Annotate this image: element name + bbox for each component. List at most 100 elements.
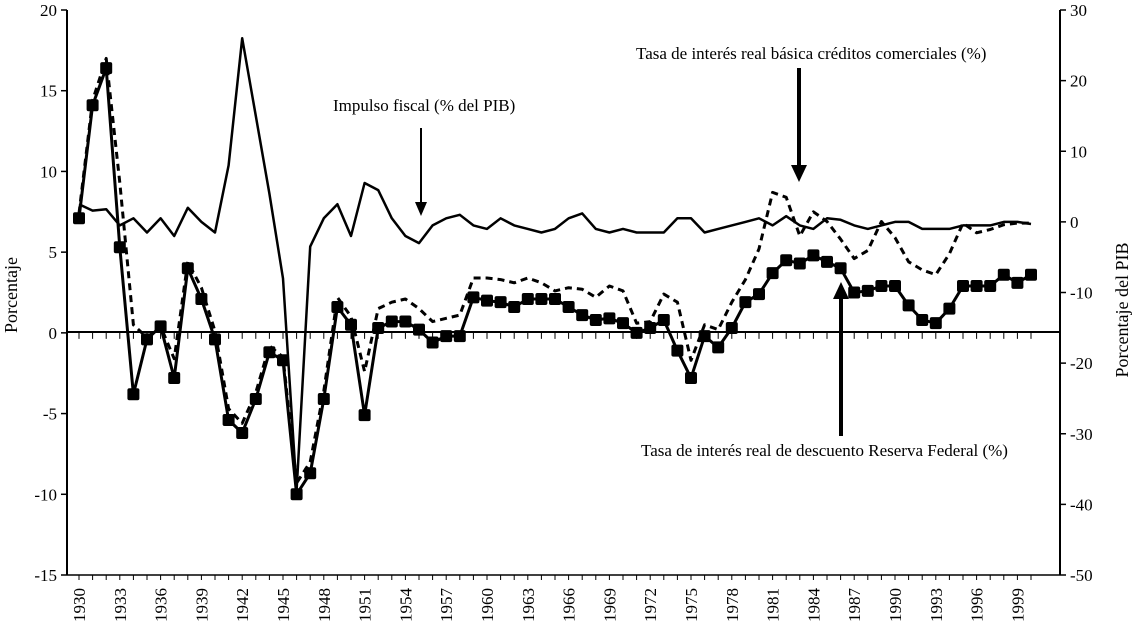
series-marker <box>1011 276 1024 289</box>
series-marker <box>168 372 181 385</box>
series-marker <box>426 336 439 349</box>
series-marker <box>141 333 153 346</box>
arrowhead-comerciales <box>791 165 807 182</box>
x-tick-label: 1963 <box>519 588 538 622</box>
series-marker <box>113 241 126 254</box>
series-marker <box>725 322 738 335</box>
series-marker <box>875 280 888 293</box>
right-tick-label: -10 <box>1070 284 1093 303</box>
series-marker <box>780 254 793 267</box>
series-marker <box>481 294 493 307</box>
left-tick-label: -15 <box>34 566 57 585</box>
right-tick-label: -50 <box>1070 566 1093 585</box>
series-marker <box>399 315 412 328</box>
series-marker <box>943 302 956 315</box>
x-tick-label: 1990 <box>886 588 905 622</box>
series-marker <box>100 62 113 75</box>
x-tick-label: 1966 <box>560 588 579 622</box>
x-tick-label: 1984 <box>804 588 823 623</box>
series-marker <box>521 292 534 305</box>
right-tick-label: 0 <box>1070 213 1079 232</box>
series-line-1 <box>77 56 1031 485</box>
series-marker <box>617 317 629 330</box>
series-marker <box>644 322 657 335</box>
right-tick-label: 10 <box>1070 142 1087 161</box>
left-tick-label: 5 <box>49 243 58 262</box>
series-lines <box>77 37 1032 496</box>
x-tick-label: 1978 <box>723 588 742 622</box>
series-marker <box>698 330 711 343</box>
series-marker <box>739 296 752 309</box>
series-marker <box>127 388 140 401</box>
series-marker <box>861 284 874 297</box>
y-axis-title-left: Porcentaje <box>1 257 21 333</box>
series-marker <box>957 280 969 293</box>
series-marker <box>331 301 344 314</box>
x-tick-label: 1930 <box>70 588 89 622</box>
left-tick-label: -10 <box>34 485 57 504</box>
series-marker <box>793 257 806 270</box>
right-tick-label: -40 <box>1070 495 1093 514</box>
series-marker <box>562 301 575 314</box>
x-tick-label: 1993 <box>927 588 946 622</box>
y-axis-title-right: Porcentaje del PIB <box>1112 243 1132 378</box>
series-marker <box>86 99 99 112</box>
series-marker <box>807 249 820 262</box>
x-tick-label: 1987 <box>845 588 864 623</box>
x-tick-label: 1972 <box>641 588 660 622</box>
series-marker <box>589 313 602 326</box>
left-tick-label: -5 <box>43 405 57 424</box>
series-marker <box>453 330 466 343</box>
right-tick-label: -20 <box>1070 354 1093 373</box>
x-tick-label: 1957 <box>437 588 456 623</box>
arrowhead-impulso <box>415 202 427 216</box>
series-marker <box>712 341 725 354</box>
series-marker <box>916 313 929 326</box>
x-tick-label: 1954 <box>396 588 415 623</box>
series-marker <box>440 330 453 343</box>
annotation-impulso: Impulso fiscal (% del PIB) <box>333 96 515 115</box>
annotations: Tasa de interés real básica créditos com… <box>333 44 1008 460</box>
x-tick-label: 1939 <box>192 588 211 622</box>
series-marker <box>848 286 861 299</box>
series-marker <box>603 312 616 325</box>
series-marker <box>535 292 548 305</box>
x-tick-label: 1936 <box>152 588 171 622</box>
x-tick-label: 1942 <box>233 588 252 622</box>
series-marker <box>222 414 235 427</box>
arrowhead-reserva <box>833 282 849 299</box>
series-marker <box>685 372 697 385</box>
series-marker <box>263 346 276 359</box>
x-tick-label: 1975 <box>682 588 701 622</box>
series-marker <box>984 280 997 293</box>
series-marker <box>549 292 561 305</box>
series-marker <box>889 280 901 293</box>
series-marker <box>236 426 249 439</box>
x-tick-label: 1948 <box>315 588 334 622</box>
series-marker <box>277 354 289 367</box>
x-tick-label: 1951 <box>356 588 375 622</box>
series-marker <box>467 291 480 304</box>
right-tick-label: -30 <box>1070 425 1093 444</box>
series-marker <box>766 267 779 280</box>
series-marker <box>494 296 507 309</box>
series-marker <box>821 255 833 268</box>
left-tick-label: 20 <box>40 1 57 20</box>
series-marker <box>73 212 85 225</box>
x-tick-label: 1969 <box>600 588 619 622</box>
axes <box>66 10 1061 576</box>
series-marker <box>671 344 684 357</box>
series-marker <box>317 393 330 406</box>
series-marker <box>304 467 317 480</box>
series-marker <box>508 301 521 314</box>
series-marker <box>290 488 303 501</box>
series-marker <box>372 322 385 335</box>
series-line-2 <box>78 37 1032 492</box>
series-marker <box>929 317 942 330</box>
series-marker <box>154 320 167 333</box>
x-tick-label: 1996 <box>968 588 987 622</box>
x-tick-label: 1933 <box>111 588 130 622</box>
series-marker <box>997 268 1010 281</box>
series-marker <box>413 323 425 336</box>
series-marker <box>970 280 983 293</box>
